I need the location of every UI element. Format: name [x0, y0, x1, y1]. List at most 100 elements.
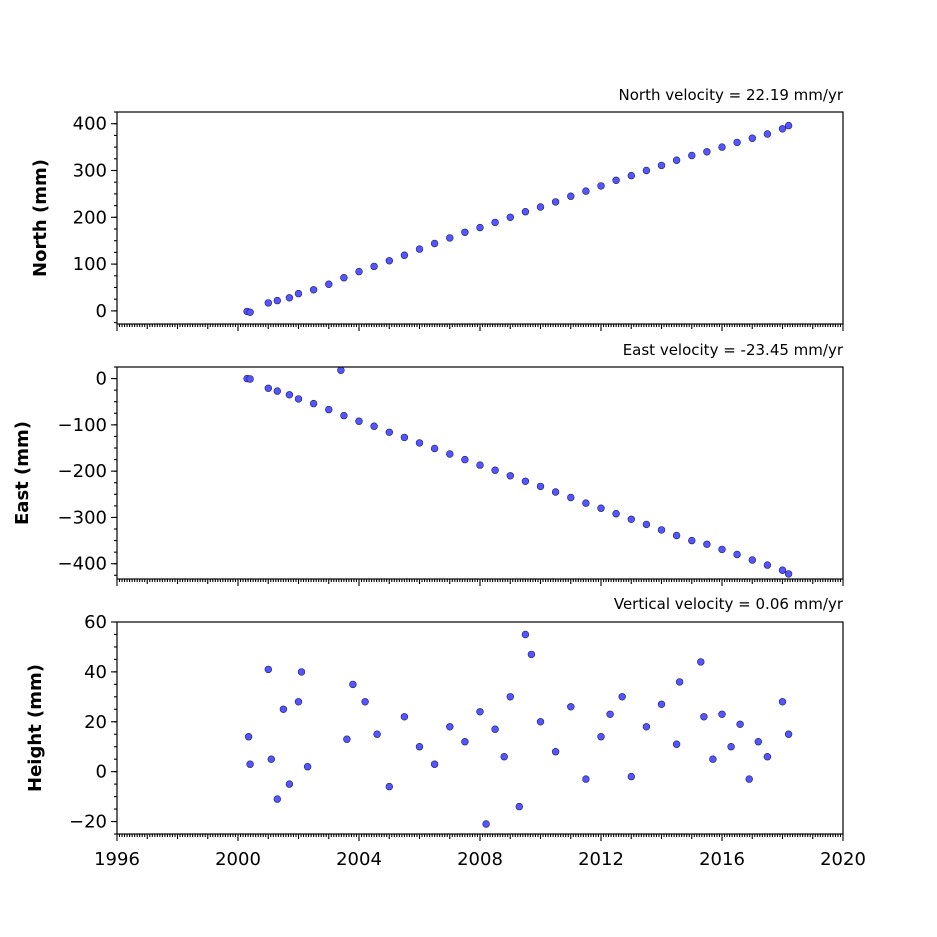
data-point: [446, 450, 454, 458]
data-point: [370, 262, 378, 271]
x-tick-label: 1996: [94, 849, 140, 870]
data-point: [506, 693, 514, 701]
data-point: [582, 187, 590, 195]
data-point: [264, 384, 272, 392]
data-point: [506, 472, 514, 480]
data-point: [733, 138, 741, 147]
data-point: [642, 166, 651, 175]
data-point: [285, 391, 294, 399]
data-point: [627, 171, 635, 180]
data-point: [618, 693, 626, 701]
data-point: [325, 405, 333, 414]
y-tick-label: 300: [73, 160, 107, 181]
data-point: [491, 466, 499, 474]
data-point: [415, 245, 424, 253]
data-point: [309, 399, 318, 408]
data-point: [672, 531, 681, 540]
data-point: [476, 223, 484, 232]
y-tick-label: −400: [58, 554, 107, 575]
data-point: [521, 630, 530, 639]
panel-title-north: North velocity = 22.19 mm/yr: [619, 86, 844, 104]
x-tick-label: 2008: [457, 849, 503, 870]
y-tick-label: −20: [69, 812, 107, 833]
panel-height: Vertical velocity = 0.06 mm/yr Height (m…: [25, 595, 866, 870]
x-tick-label: 2020: [820, 849, 866, 870]
data-point: [361, 698, 369, 706]
data-point: [718, 710, 726, 718]
data-point: [400, 713, 409, 721]
y-tick-label: 60: [84, 612, 107, 633]
data-point: [309, 286, 318, 294]
data-point: [784, 570, 793, 578]
y-tick-label: 400: [73, 114, 107, 135]
data-point: [627, 515, 635, 523]
data-point: [718, 143, 726, 151]
data-point: [264, 299, 272, 307]
data-point: [778, 698, 787, 706]
data-point: [763, 130, 772, 138]
data-point: [385, 428, 393, 436]
y-tick-label: −200: [58, 461, 107, 482]
data-point: [355, 417, 363, 425]
data-point: [246, 308, 254, 316]
data-point: [700, 713, 708, 721]
data-point: [476, 708, 484, 716]
data-point: [500, 752, 508, 761]
data-point: [754, 737, 762, 746]
data-point: [521, 477, 530, 485]
data-point: [279, 705, 288, 713]
x-tick-label: 2012: [578, 849, 624, 870]
data-point: [491, 218, 499, 227]
data-point: [476, 461, 484, 469]
data-point: [267, 755, 275, 763]
data-point: [703, 148, 711, 156]
data-point: [582, 499, 590, 507]
x-tick-label: 2016: [699, 849, 745, 870]
data-point: [430, 760, 439, 768]
data-point: [733, 550, 741, 559]
y-tick-label: 0: [96, 369, 107, 390]
data-point: [303, 762, 312, 771]
data-point: [521, 208, 530, 216]
data-point: [370, 422, 378, 430]
data-point: [536, 482, 545, 491]
data-point: [567, 703, 575, 711]
y-tick-label: −300: [58, 507, 107, 528]
y-axis-label-height: Height (mm): [25, 664, 46, 792]
data-point: [246, 375, 254, 383]
y-tick-label: 200: [73, 207, 107, 228]
data-point: [606, 710, 614, 718]
data-point: [385, 257, 393, 265]
data-point: [285, 294, 294, 302]
data-point: [567, 192, 575, 200]
data-point: [349, 680, 357, 689]
panel-title-east: East velocity = -23.45 mm/yr: [623, 341, 844, 359]
data-point: [551, 747, 560, 756]
data-point: [415, 439, 424, 447]
data-point: [709, 755, 717, 763]
data-point: [675, 678, 684, 686]
data-point: [294, 395, 303, 403]
data-points-east: [243, 366, 793, 578]
data-point: [325, 280, 333, 288]
data-point: [551, 488, 560, 496]
data-point: [461, 228, 469, 237]
data-point: [778, 125, 787, 133]
data-points-height: [244, 630, 793, 828]
data-point: [582, 775, 590, 783]
data-point: [718, 545, 726, 554]
data-point: [612, 510, 620, 518]
data-point: [567, 493, 575, 502]
data-point: [672, 740, 681, 748]
data-point: [491, 725, 499, 733]
data-point: [446, 234, 454, 242]
data-point: [748, 134, 756, 142]
x-tick-label: 2004: [336, 849, 382, 870]
data-point: [642, 520, 651, 529]
y-tick-label: 40: [84, 662, 107, 683]
y-tick-label: −100: [58, 415, 107, 436]
data-point: [515, 802, 523, 811]
data-point: [688, 151, 696, 160]
y-axis-label-north: North (mm): [30, 159, 51, 277]
